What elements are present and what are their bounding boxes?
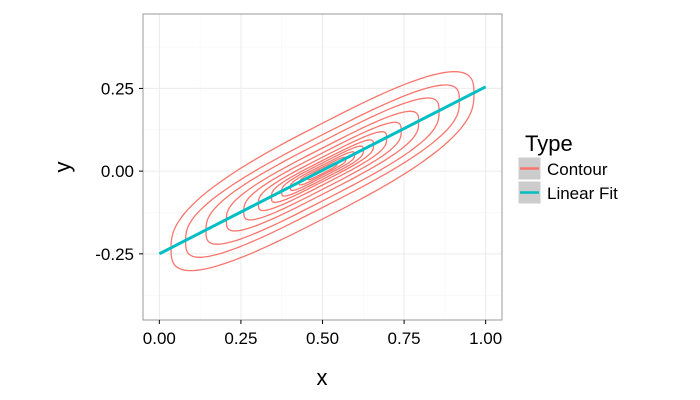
x-tick-label: 0.25	[224, 329, 257, 348]
legend-entry-contour: Contour	[517, 156, 608, 181]
x-axis-ticks: 0.00 0.25 0.50 0.75 1.00	[143, 320, 502, 348]
linear-fit-line	[158, 85, 487, 256]
y-tick-label: 0.25	[101, 79, 134, 98]
x-tick-label: 1.00	[469, 329, 502, 348]
x-tick-label: 0.50	[306, 329, 339, 348]
legend: Type Contour Linear Fit	[517, 131, 618, 205]
linear-fit-series	[158, 85, 487, 256]
y-axis-ticks: -0.25 0.00 0.25	[95, 79, 143, 264]
legend-entry-linear-fit: Linear Fit	[517, 180, 618, 205]
y-tick-label: -0.25	[95, 245, 134, 264]
legend-title: Type	[525, 131, 573, 156]
legend-label-linear-fit: Linear Fit	[547, 184, 618, 203]
x-axis-title: x	[317, 365, 328, 390]
y-tick-label: 0.00	[101, 162, 134, 181]
legend-label-contour: Contour	[547, 160, 608, 179]
y-axis-title: y	[50, 162, 75, 173]
x-tick-label: 0.75	[388, 329, 421, 348]
grid-lines	[143, 14, 502, 320]
x-tick-label: 0.00	[143, 329, 176, 348]
